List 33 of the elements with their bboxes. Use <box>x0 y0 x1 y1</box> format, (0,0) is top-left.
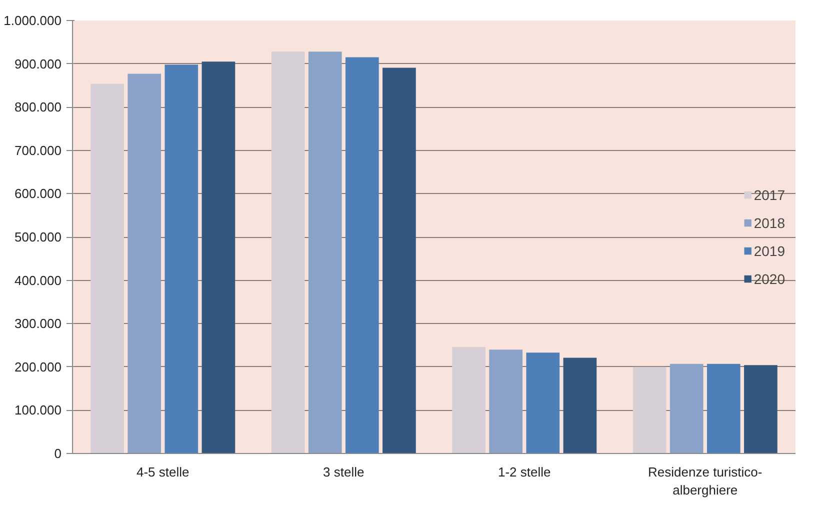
bar <box>271 52 305 454</box>
y-tick-label: 800.000 <box>14 100 62 115</box>
y-tick-label: 600.000 <box>14 186 62 202</box>
bar <box>452 346 486 454</box>
bar <box>706 364 740 454</box>
bar <box>382 68 416 454</box>
bar <box>164 64 198 454</box>
x-tick-label: Residenze turistico- alberghiere <box>648 464 762 498</box>
x-tick-label: 3 stelle <box>323 464 364 480</box>
x-tick-label: 1-2 stelle <box>498 464 551 480</box>
legend-label: 2018 <box>754 214 785 230</box>
y-tick-label: 100.000 <box>14 402 62 418</box>
y-tick-label: 500.000 <box>14 230 62 244</box>
bar <box>632 366 666 454</box>
bar <box>128 74 162 454</box>
bar <box>202 62 236 454</box>
y-tick-label: 900.000 <box>14 56 62 72</box>
bar <box>489 350 523 454</box>
bar <box>345 57 379 454</box>
y-tick-label: 0 <box>54 446 62 461</box>
y-tick-label: 300.000 <box>14 316 62 332</box>
y-tick-label: 700.000 <box>14 142 62 158</box>
bar <box>744 365 778 454</box>
y-tick-label: 400.000 <box>14 272 62 288</box>
bar <box>90 84 124 454</box>
y-tick-label: 200.000 <box>14 359 62 374</box>
legend-label: 2019 <box>754 242 785 258</box>
bar <box>308 52 342 454</box>
x-tick-label: 4-5 stelle <box>136 464 190 480</box>
bar <box>526 352 560 454</box>
bar <box>563 358 597 454</box>
y-tick-label: 1.000.000 <box>4 13 62 28</box>
bar <box>670 364 704 454</box>
